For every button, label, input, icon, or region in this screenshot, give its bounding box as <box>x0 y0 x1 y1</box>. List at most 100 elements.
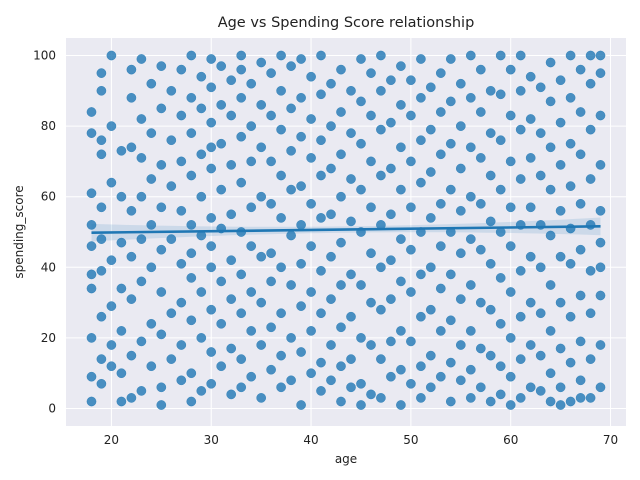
data-point <box>96 265 107 276</box>
data-point <box>226 389 236 400</box>
data-point <box>276 86 286 96</box>
data-point <box>406 244 416 255</box>
data-point <box>545 280 556 290</box>
data-point <box>196 333 207 343</box>
regression-line <box>91 225 601 235</box>
data-point <box>256 251 267 262</box>
data-point <box>505 156 516 167</box>
data-point <box>416 93 426 103</box>
data-point <box>455 78 466 89</box>
y-tick-label: 100 <box>33 48 56 62</box>
data-point <box>286 103 296 114</box>
data-point <box>176 258 187 269</box>
data-point <box>515 174 526 184</box>
data-point <box>226 343 236 354</box>
data-point <box>276 124 286 135</box>
data-point <box>266 198 276 209</box>
data-point <box>236 382 246 393</box>
data-point <box>346 128 356 138</box>
data-point <box>555 205 566 216</box>
data-point <box>465 234 476 244</box>
data-point <box>286 61 296 71</box>
data-point <box>416 135 426 145</box>
data-point <box>126 294 137 304</box>
data-point <box>376 262 386 273</box>
data-point <box>425 382 436 393</box>
data-point <box>376 124 386 135</box>
data-point <box>555 343 566 354</box>
data-point <box>286 280 296 290</box>
data-point <box>406 287 416 297</box>
data-point <box>416 311 426 322</box>
data-point <box>396 61 406 71</box>
data-point <box>386 371 396 382</box>
data-point <box>535 308 546 319</box>
data-point <box>356 54 366 64</box>
data-point <box>166 354 177 364</box>
data-point <box>316 89 326 100</box>
data-point <box>435 283 446 294</box>
data-point <box>96 234 107 244</box>
data-point <box>136 114 147 124</box>
data-point <box>535 386 546 396</box>
data-point <box>505 371 516 382</box>
data-point <box>565 396 576 407</box>
data-point <box>485 170 496 181</box>
data-point <box>445 54 456 64</box>
data-point <box>406 110 416 121</box>
data-point <box>326 294 336 304</box>
data-point <box>116 326 127 336</box>
data-point <box>386 163 396 174</box>
data-point <box>545 184 556 195</box>
data-point <box>106 361 117 372</box>
data-point <box>495 50 506 61</box>
data-point <box>445 184 456 195</box>
data-point <box>186 368 197 379</box>
data-point <box>306 198 316 209</box>
y-tick-label: 60 <box>41 190 56 204</box>
data-point <box>336 237 346 248</box>
data-point <box>326 209 336 220</box>
data-point <box>565 138 576 149</box>
data-point <box>96 86 107 96</box>
data-point <box>396 184 406 195</box>
data-point <box>96 68 107 78</box>
data-point <box>166 135 177 145</box>
data-point <box>276 308 286 319</box>
data-point <box>396 364 406 375</box>
data-point <box>136 234 147 244</box>
data-point <box>236 50 246 61</box>
data-point <box>216 318 226 329</box>
data-point <box>266 276 276 287</box>
data-point <box>575 107 586 117</box>
data-point <box>425 167 436 177</box>
data-point <box>465 50 476 61</box>
data-point <box>206 117 216 128</box>
data-point <box>316 135 326 145</box>
data-point <box>296 258 306 269</box>
data-point <box>256 191 267 202</box>
data-point <box>136 336 147 347</box>
data-point <box>86 220 97 230</box>
data-point <box>376 50 386 61</box>
data-point <box>455 121 466 131</box>
data-point <box>505 64 516 75</box>
data-point <box>555 75 566 85</box>
data-point <box>326 121 336 131</box>
data-point <box>306 114 316 124</box>
data-point <box>96 354 107 364</box>
data-point <box>406 202 416 213</box>
data-point <box>575 336 586 347</box>
data-point <box>136 191 147 202</box>
data-point <box>595 262 606 273</box>
data-point <box>376 304 386 315</box>
data-point <box>585 78 596 89</box>
data-point <box>535 170 546 181</box>
data-point <box>196 386 207 396</box>
data-point <box>396 234 406 244</box>
data-point <box>266 322 276 333</box>
data-point <box>86 241 97 251</box>
data-point <box>296 347 306 357</box>
data-point <box>535 262 546 273</box>
data-point <box>475 153 486 163</box>
